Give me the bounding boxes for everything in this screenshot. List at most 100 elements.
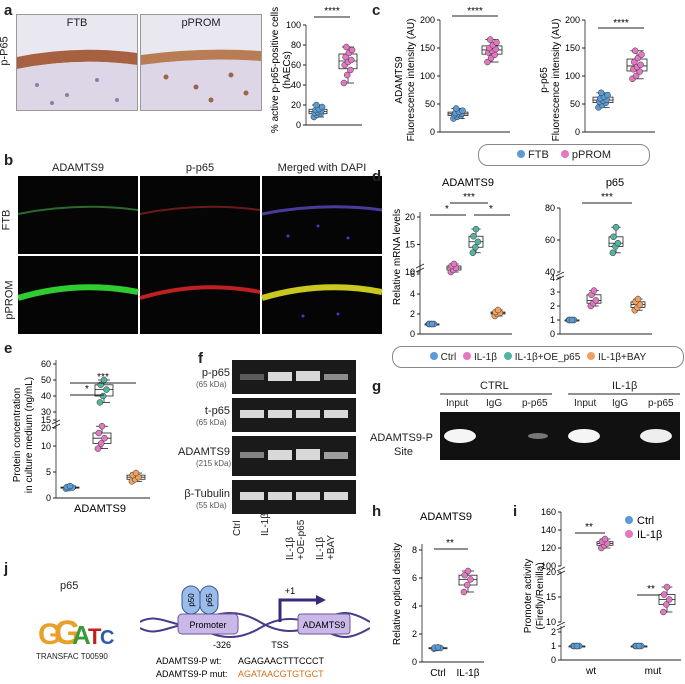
chart-e-low-tick-label: 0 <box>46 493 51 503</box>
chart-h-il1b-point <box>464 567 472 575</box>
chart-d-right-2-point <box>610 233 617 241</box>
legend-d-bay: IL-1β+BAY <box>587 351 646 363</box>
chart-h-tick-label: 2 <box>412 629 417 639</box>
chart-c-left-tick-label: 150 <box>420 43 435 53</box>
panel-label-b: b <box>4 152 14 169</box>
wb-band-kda: (215 kDa) <box>196 459 232 468</box>
chart-h-tick-label: 8 <box>412 545 417 555</box>
chart-c-right-ylabel-1: p-p65 <box>539 67 550 93</box>
chart-i-mut-il1b-point <box>663 583 671 591</box>
chart-e-low-tick-label: 10 <box>41 441 51 451</box>
chart-c-left-tick-label: 0 <box>430 127 435 137</box>
promoter-label: Promoter <box>189 620 226 630</box>
panel-label-e: e <box>4 340 13 357</box>
chart-a-pprom-point <box>348 56 355 64</box>
chart-e-ylabel-2: in culture medium (ng/mL) <box>24 377 35 493</box>
legend-c-ftb: FTB <box>516 149 549 161</box>
chart-d-left-break <box>415 263 425 273</box>
chip-site-label-1: ADAMTS9-P <box>370 432 433 444</box>
chart-i-ylabel-1: Promoter activity <box>523 559 534 633</box>
svg-text:A: A <box>72 620 91 650</box>
chart-c-right-tick-label: 150 <box>565 43 580 53</box>
p50-label: p50 <box>187 593 196 607</box>
chart-i-low-tick-label: 0 <box>551 655 556 665</box>
chart-e-il1b-point <box>94 445 102 452</box>
wb-lane-il1b: IL-1β <box>260 513 271 536</box>
chip-lane-label: IgG <box>612 398 629 409</box>
chart-h-sig: ** <box>446 538 454 549</box>
chart-e-break <box>51 419 61 429</box>
chart-h-tick-label: 0 <box>412 657 417 667</box>
ihc-pprom-texture <box>141 49 261 110</box>
chart-i-high-tick-label: 160 <box>541 507 556 517</box>
wb-band-kda: (65 kDa) <box>196 418 227 427</box>
chart-h-il1b-point <box>463 581 471 589</box>
chart-i-mid-tick-label: 20 <box>546 567 556 577</box>
plus1-label: +1 <box>285 586 295 596</box>
chart-e-high-tick-label: 20 <box>41 423 51 433</box>
chart-i-cat: wt <box>585 666 596 677</box>
chart-i-mut-il1b-point <box>665 596 673 603</box>
panel-b-row-ftb: FTB <box>0 209 13 231</box>
chart-d-left-3-point <box>494 306 502 314</box>
panel-label-g: g <box>372 378 382 395</box>
panel-a-img-label-pprom: pPROM <box>181 17 221 29</box>
chart-d-right-high-tick-label: 60 <box>545 235 555 245</box>
chart-c-right-ylabel-2: Fluorescence intensity (AU) <box>551 19 562 142</box>
chart-d-right-2-point <box>609 249 617 257</box>
wb-lane-ctrl: Ctrl <box>232 520 243 536</box>
chart-a-sig: **** <box>324 6 340 17</box>
chart-c-right-tick-label: 100 <box>565 71 580 81</box>
chart-e-low-tick-label: 5 <box>46 467 51 477</box>
chart-h-il1b-point <box>460 588 468 596</box>
chart-h-ylabel: Relative optical density <box>392 543 403 645</box>
chart-i-mut-il1b-point <box>660 608 667 616</box>
chart-e-oe-point <box>96 399 104 406</box>
chart-a-ftb-point <box>313 101 320 109</box>
wt-seq: AGAGAACTTTCCCT <box>238 656 325 666</box>
chart-a-pprom-point <box>343 43 350 51</box>
chart-i-ylabel-2: (Firefly/Renilla) <box>535 562 546 629</box>
panel-b-col-adamts9: ADAMTS9 <box>52 162 104 174</box>
chart-d-left-0-point <box>428 320 436 328</box>
chart-d-right-low-tick-label: 4 <box>550 273 555 283</box>
chart-c-left-ylabel-2: Fluorescence intensity (AU) <box>406 19 417 142</box>
legend-c-ftb-label: FTB <box>528 149 549 161</box>
wb-band-label: β-Tubulin <box>184 488 230 500</box>
chart-e-high-tick-label: 40 <box>41 391 51 401</box>
chart-d-ylabel: Relative mRNA levels <box>392 209 403 305</box>
western-blot <box>232 360 356 514</box>
wb-lane-oe: IL-1β +OE-p65 <box>285 519 307 560</box>
chart-e-high-tick-label: 60 <box>41 359 51 369</box>
chart-d-left-2-point <box>470 233 477 240</box>
chart-d-left-1-point <box>450 260 458 268</box>
chart-d-left-2-point <box>474 238 482 245</box>
chart-h-il1b-point <box>467 576 474 583</box>
legend-d-dot-ctrl <box>429 351 438 360</box>
legend-d-il1b-label: IL-1β <box>473 351 497 363</box>
legend-d-ctrl: Ctrl <box>429 351 456 363</box>
chart-i: Promoter activity (Firefly/Renilla) ** *… <box>523 507 681 677</box>
chart-d-right-low-tick-label: 0 <box>550 329 555 339</box>
chart-a-tick-label: 60 <box>291 60 301 70</box>
chart-e-sig-1: * <box>85 384 89 395</box>
chart-e-il1b-point <box>97 440 105 447</box>
legend-d-il1b: IL-1β <box>463 351 497 363</box>
chart-e-ctrl-point <box>66 482 74 490</box>
chart-d-right-low-tick-label: 2 <box>550 301 555 311</box>
chip-group-ctrl: CTRL <box>480 380 509 392</box>
legend-c-pprom-label: pPROM <box>571 149 612 161</box>
chip-lane-label: p-p65 <box>522 398 548 409</box>
chart-h-cat: Ctrl <box>430 668 446 679</box>
chip-lane-label: Input <box>446 398 469 409</box>
pos-label: -326 <box>213 640 231 650</box>
legend-dot-pprom <box>560 150 569 158</box>
wb-lane-bay: IL-1β +BAY <box>315 534 337 560</box>
chart-e-oe-point <box>99 392 107 400</box>
wb-band-label: ADAMTS9 <box>178 446 230 458</box>
chart-i-break-low <box>556 621 566 631</box>
chart-d-right-low-tick-label: 3 <box>550 287 555 297</box>
chart-e-sig-2: *** <box>97 372 109 383</box>
chip-group-il1b: IL-1β <box>612 380 638 392</box>
chart-i-high-tick-label: 120 <box>541 543 556 553</box>
